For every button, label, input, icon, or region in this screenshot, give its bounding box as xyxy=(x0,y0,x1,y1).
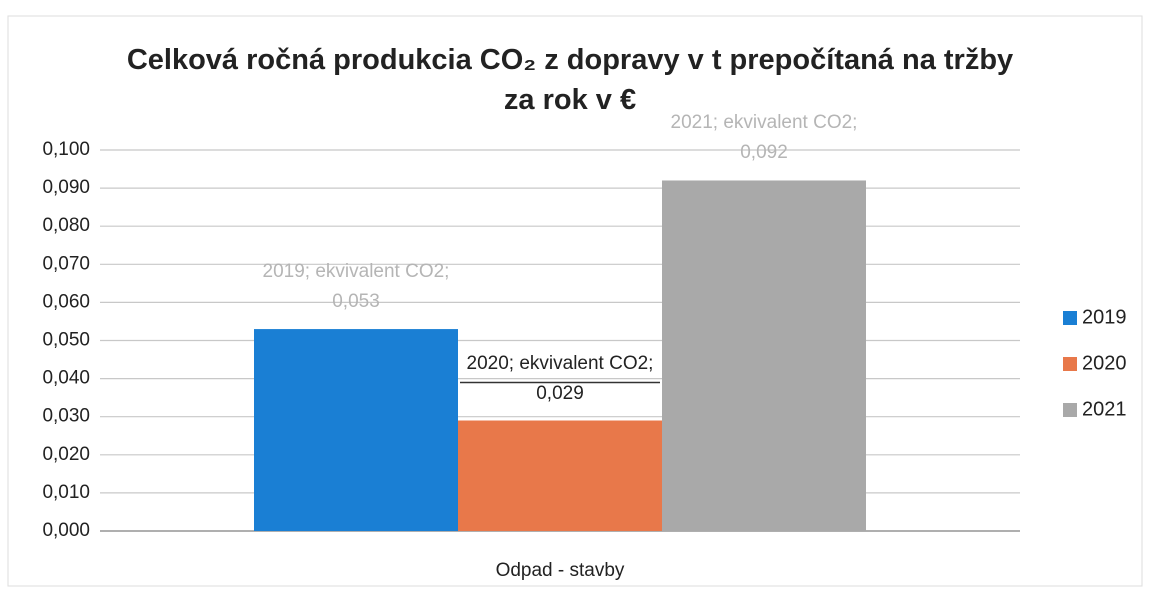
y-tick-label: 0,050 xyxy=(42,330,90,351)
data-label: 2019; ekvivalent CO2; 0,053 xyxy=(262,261,450,313)
y-tick-label: 0,000 xyxy=(42,520,90,541)
y-tick-label: 0,020 xyxy=(42,444,90,465)
legend-swatch xyxy=(1063,403,1077,417)
y-tick-label: 0,060 xyxy=(42,291,90,312)
legend-label: 2019 xyxy=(1082,306,1127,328)
x-tick-label: Odpad - stavby xyxy=(496,560,625,581)
y-tick-label: 0,030 xyxy=(42,406,90,427)
y-tick-label: 0,010 xyxy=(42,482,90,503)
y-tick-label: 0,090 xyxy=(42,177,90,198)
bar xyxy=(662,180,866,532)
legend-swatch xyxy=(1063,311,1077,325)
legend-label: 2020 xyxy=(1082,352,1127,374)
bar xyxy=(458,420,662,531)
legend-swatch xyxy=(1063,357,1077,371)
y-tick-label: 0,080 xyxy=(42,215,90,236)
bar xyxy=(254,329,458,531)
y-tick-label: 0,100 xyxy=(42,139,90,160)
chart-border xyxy=(7,15,1143,587)
data-label: 2021; ekvivalent CO2; 0,092 xyxy=(670,112,858,164)
y-tick-label: 0,070 xyxy=(42,253,90,274)
legend-label: 2021 xyxy=(1082,398,1127,420)
chart-title: Celková ročná produkcia CO₂ z dopravy v … xyxy=(126,44,1014,116)
data-label: 2020; ekvivalent CO2; 0,029 xyxy=(466,352,654,404)
y-tick-label: 0,040 xyxy=(42,368,90,389)
